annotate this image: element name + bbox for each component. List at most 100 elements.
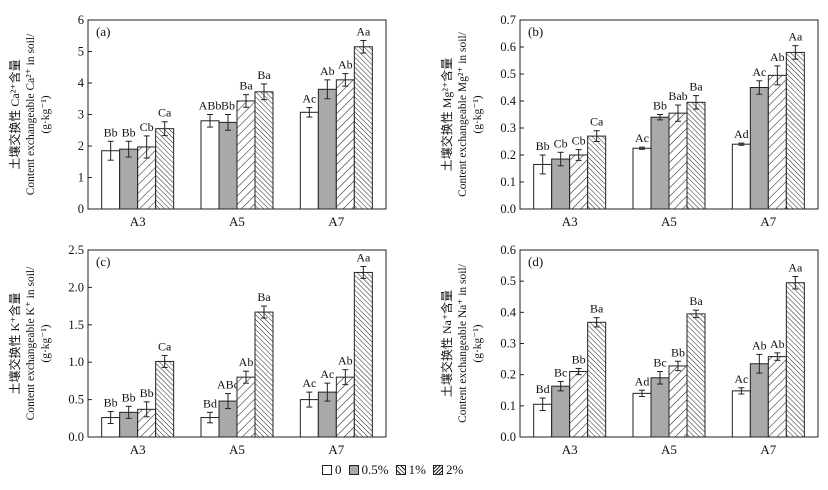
panel-1-category-label-1: A5 bbox=[229, 214, 245, 229]
panel-3-bar-0-3 bbox=[155, 360, 175, 438]
legend-item-3: 2% bbox=[432, 462, 463, 478]
panel-4-bar-0-3 bbox=[587, 321, 607, 438]
panel-1-category-label-0: A3 bbox=[130, 214, 146, 229]
legend-label-2: 1% bbox=[408, 462, 426, 477]
panel-3-category-label-1: A5 bbox=[229, 442, 245, 457]
panel-4-bar-1-2 bbox=[668, 365, 688, 438]
panel-2: 0.0 0.1 0.2 0.3 0.4 0.5 0.6 0.7 A3 Bb Cb Cb Ca A5 Ac Bb… bbox=[439, 13, 819, 229]
panel-3-sig-label-0-0: Bb bbox=[104, 396, 118, 410]
panel-4-category-label-0: A3 bbox=[562, 442, 578, 457]
panel-3-sig-label-0-1: Bb bbox=[122, 390, 136, 404]
panel-2-category-label-0: A3 bbox=[562, 214, 578, 229]
legend-swatch-0 bbox=[322, 465, 332, 475]
legend-label-1: 0.5% bbox=[361, 462, 389, 477]
panel-1-label: (a) bbox=[96, 24, 110, 39]
panel-3-label: (c) bbox=[96, 254, 110, 269]
panel-1-ylabel-en: Content exchangeable Ca²⁺ in soil/ bbox=[25, 33, 37, 195]
panel-2-bar-1-1 bbox=[650, 116, 670, 210]
panel-4-sig-label-1-1: Bc bbox=[653, 356, 666, 370]
panel-1-sig-label-0-2: Cb bbox=[140, 120, 154, 134]
panel-3-sig-label-2-2: Ab bbox=[338, 354, 353, 368]
panel-1-sig-label-0-1: Bb bbox=[122, 125, 136, 139]
panel-2-sig-label-2-1: Ac bbox=[752, 65, 766, 79]
panel-2-ytick-label-0: 0.0 bbox=[500, 202, 516, 216]
panel-3-sig-label-1-2: Ab bbox=[239, 355, 254, 369]
panel-1-sig-label-1-0: ABb bbox=[199, 99, 222, 113]
panel-3-category-label-0: A3 bbox=[130, 442, 146, 457]
legend-swatch-2 bbox=[395, 465, 406, 475]
legend-swatch-1 bbox=[348, 465, 359, 475]
panel-2-ytick-label-3: 0.3 bbox=[500, 121, 516, 135]
panel-4-bar-2-3 bbox=[785, 282, 805, 438]
panel-2-sig-label-2-0: Ad bbox=[734, 127, 749, 141]
panel-1-sig-label-1-3: Ba bbox=[257, 68, 271, 82]
panel-2-bar-2-1 bbox=[749, 87, 769, 210]
panel-4: 0.00.10.20.30.40.50.6A3BdBcBbBaA5AdBcBbB… bbox=[439, 243, 819, 457]
panel-1-ytick-label-5: 5 bbox=[78, 45, 84, 59]
panel-2-category-label-1: A5 bbox=[661, 214, 677, 229]
panel-3-ytick-label-0: 0.0 bbox=[68, 430, 84, 444]
panel-1-ytick-label-4: 4 bbox=[78, 76, 85, 90]
panel-2-category-label-2: A7 bbox=[760, 214, 776, 229]
panel-3-sig-label-1-0: Bd bbox=[203, 396, 217, 410]
panel-4-ytick-label-0: 0.0 bbox=[500, 430, 516, 444]
legend-item-2: 1% bbox=[395, 462, 426, 478]
panel-2-sig-label-2-3: Aa bbox=[788, 30, 803, 44]
panel-3-bar-1-2 bbox=[236, 376, 256, 438]
panel-1-bar-2-1 bbox=[317, 88, 337, 210]
panel-3-ylabel-cn: 土壤交换性 K⁺含量 bbox=[7, 292, 22, 394]
panel-4-ytick-label-5: 0.5 bbox=[500, 274, 516, 288]
panel-2-bar-2-2 bbox=[767, 74, 787, 210]
panel-3-sig-label-2-1: Ac bbox=[320, 367, 334, 381]
panel-1-sig-label-1-1: Bb bbox=[221, 99, 235, 113]
panel-4-bar-2-0 bbox=[731, 390, 751, 438]
panel-2-bar-0-1 bbox=[551, 158, 571, 210]
legend: 0 0.5% 1% 2% bbox=[322, 460, 470, 480]
panel-1-sig-label-2-1: Ab bbox=[320, 64, 335, 78]
panel-4-sig-label-1-3: Ba bbox=[689, 294, 703, 308]
panel-1-sig-label-0-0: Bb bbox=[104, 125, 118, 139]
panel-4-sig-label-0-3: Ba bbox=[590, 302, 604, 316]
panel-4-sig-label-1-2: Bb bbox=[671, 345, 685, 359]
panel-4-bar-2-2 bbox=[767, 356, 787, 438]
panel-2-sig-label-1-0: Ac bbox=[635, 131, 649, 145]
panel-1-ytick-label-0: 0 bbox=[78, 202, 84, 216]
panel-4-ylabel-cn: 土壤交换性 Na⁺含量 bbox=[439, 290, 454, 397]
panel-3-bar-2-3 bbox=[353, 271, 373, 438]
panel-4-ylabel-unit: (g·kg⁻¹) bbox=[472, 324, 484, 362]
panel-3-ytick-label-5: 2.5 bbox=[68, 243, 84, 257]
panel-4-sig-label-2-3: Aa bbox=[788, 260, 803, 274]
panel-4-sig-label-0-0: Bd bbox=[536, 382, 550, 396]
panel-2-sig-label-0-1: Cb bbox=[554, 136, 568, 150]
panel-1-ytick-label-1: 1 bbox=[78, 171, 84, 185]
panel-1-bar-1-1 bbox=[218, 121, 238, 210]
panel-4-sig-label-2-0: Ac bbox=[734, 372, 748, 386]
panel-1-sig-label-2-3: Aa bbox=[356, 24, 371, 38]
panel-4-category-label-1: A5 bbox=[661, 442, 677, 457]
panel-1-category-label-2: A7 bbox=[328, 214, 344, 229]
panel-3-sig-label-0-2: Bb bbox=[140, 386, 154, 400]
panel-2-sig-label-1-2: Bab bbox=[668, 89, 687, 103]
panel-4-bar-1-3 bbox=[686, 313, 706, 438]
panel-1-sig-label-0-3: Ca bbox=[158, 106, 172, 120]
panel-2-bar-1-2 bbox=[668, 112, 688, 210]
panel-2-ytick-label-1: 0.1 bbox=[500, 175, 516, 189]
panel-4-sig-label-0-1: Bc bbox=[554, 366, 567, 380]
panel-3-ytick-label-1: 0.5 bbox=[68, 393, 84, 407]
panel-2-sig-label-1-1: Bb bbox=[653, 99, 667, 113]
panel-1-bar-2-2 bbox=[335, 79, 355, 210]
panel-3-bar-2-2 bbox=[335, 376, 355, 438]
panel-2-ytick-label-6: 0.6 bbox=[500, 40, 516, 54]
panel-3-ytick-label-2: 1.0 bbox=[68, 355, 84, 369]
panel-4-bar-0-1 bbox=[551, 385, 571, 438]
panel-2-bar-2-3 bbox=[785, 51, 805, 210]
panel-1-sig-label-1-2: Ba bbox=[239, 79, 253, 93]
panel-3-ylabel-en: Content exchangeable K⁺ in soil/ bbox=[25, 266, 37, 420]
panel-2-bar-0-3 bbox=[587, 135, 607, 210]
panel-4-ytick-label-3: 0.3 bbox=[500, 337, 516, 351]
panel-1-bar-0-1 bbox=[119, 148, 139, 210]
panel-2-bar-1-3 bbox=[686, 101, 706, 210]
panel-1-bar-2-3 bbox=[353, 46, 373, 210]
